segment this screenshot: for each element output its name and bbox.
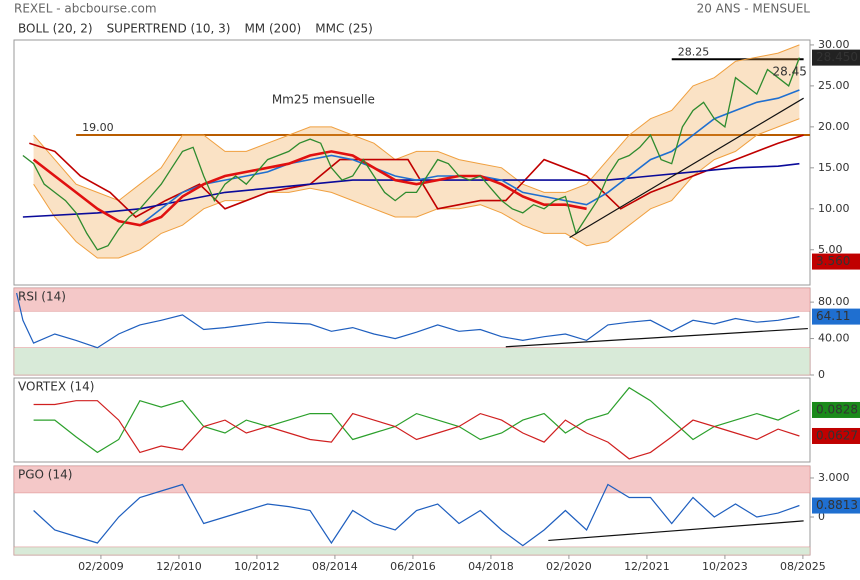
x-tick-label: 12/2010 — [156, 560, 202, 573]
y-tick-label: 80.00 — [818, 295, 850, 308]
zone — [13, 465, 811, 494]
series-line — [33, 483, 800, 547]
legend-entry: BOLL (20, 2) — [18, 22, 93, 36]
y-tick-label: 20.00 — [818, 120, 850, 133]
level-label: 28.25 — [678, 45, 710, 58]
series-line — [33, 400, 800, 460]
y-tick-label: 15.00 — [818, 161, 850, 174]
trendline — [569, 97, 804, 238]
annotation: 28.45 — [773, 64, 807, 78]
value-box — [812, 497, 860, 514]
period: 20 ANS - MENSUEL — [697, 2, 811, 16]
x-tick-label: 02/2020 — [546, 560, 592, 573]
series-line — [32, 150, 587, 227]
series-line — [22, 57, 801, 251]
x-tick-label: 10/2012 — [234, 560, 280, 573]
y-tick-label: 0 — [818, 510, 825, 523]
panel-title: VORTEX (14) — [18, 380, 95, 394]
band-upper — [33, 44, 800, 202]
x-tick-label: 02/2009 — [78, 560, 124, 573]
panel-title: PGO (14) — [18, 468, 72, 482]
y-tick-label: 0 — [818, 368, 825, 381]
x-tick-label: 04/2018 — [468, 560, 514, 573]
x-tick-label: 12/2021 — [624, 560, 670, 573]
value-box — [812, 427, 860, 444]
value-box — [812, 308, 860, 325]
value-box — [812, 253, 860, 270]
band-lower — [33, 118, 800, 259]
y-tick-label: 3.000 — [818, 471, 850, 484]
legend-entry: MMC (25) — [315, 22, 373, 36]
x-tick-label: 10/2023 — [702, 560, 748, 573]
y-tick-label: 30.00 — [818, 38, 850, 51]
value-box — [812, 49, 860, 66]
series-line — [16, 292, 800, 349]
annotation: Mm25 mensuelle — [272, 92, 375, 106]
legend-entry: SUPERTREND (10, 3) — [107, 22, 231, 36]
x-tick-label: 08/2014 — [312, 560, 358, 573]
y-tick-label: 10.00 — [818, 202, 850, 215]
value-label: 0.8813 — [816, 498, 858, 512]
zone — [13, 347, 811, 376]
source: REXEL - abcbourse.com — [14, 2, 157, 16]
value-label: 28.450 — [816, 50, 858, 64]
value-label: 0.0828 — [816, 402, 858, 416]
value-label: 0.0627 — [816, 428, 858, 442]
zone — [13, 287, 811, 312]
value-box — [812, 401, 860, 418]
trendline — [548, 520, 804, 542]
panel — [13, 377, 811, 463]
x-tick-label: 06/2016 — [390, 560, 436, 573]
level-label: 19.00 — [82, 121, 114, 134]
trendline — [505, 327, 808, 348]
value-label: 64.11 — [816, 309, 850, 323]
y-tick-label: 5.00 — [818, 243, 843, 256]
value-label: 3.560 — [816, 254, 850, 268]
y-tick-label: 40.00 — [818, 332, 850, 345]
series-line — [29, 134, 804, 218]
x-tick-label: 08/2025 — [780, 560, 826, 573]
panel-title: RSI (14) — [18, 290, 66, 304]
y-tick-label: 25.00 — [818, 79, 850, 92]
series-line — [33, 386, 800, 454]
legend-entry: MM (200) — [244, 22, 301, 36]
zone — [13, 546, 811, 556]
